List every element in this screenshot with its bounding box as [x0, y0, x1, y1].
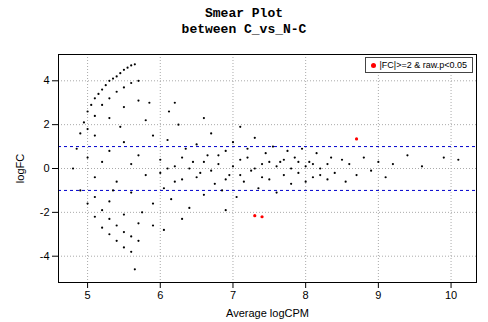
svg-text:7: 7: [230, 289, 236, 301]
svg-text:6: 6: [157, 289, 163, 301]
svg-text:10: 10: [445, 289, 457, 301]
svg-text:5: 5: [85, 289, 91, 301]
svg-text:Average logCPM: Average logCPM: [226, 307, 309, 319]
svg-text:2: 2: [43, 118, 49, 130]
svg-text:8: 8: [303, 289, 309, 301]
svg-text:0: 0: [43, 162, 49, 174]
svg-text:-4: -4: [40, 250, 50, 262]
svg-text:-2: -2: [40, 206, 50, 218]
html-text:|FC|>=2 & raw.p<0.05: |FC|>=2 & raw.p<0.05: [379, 60, 467, 70]
html-text:between C_vs_N-C: between C_vs_N-C: [181, 22, 307, 37]
svg-text:9: 9: [375, 289, 381, 301]
svg-text:logFC: logFC: [14, 154, 26, 183]
svg-text:4: 4: [43, 74, 49, 86]
html-text:Smear Plot: Smear Plot: [205, 6, 283, 21]
